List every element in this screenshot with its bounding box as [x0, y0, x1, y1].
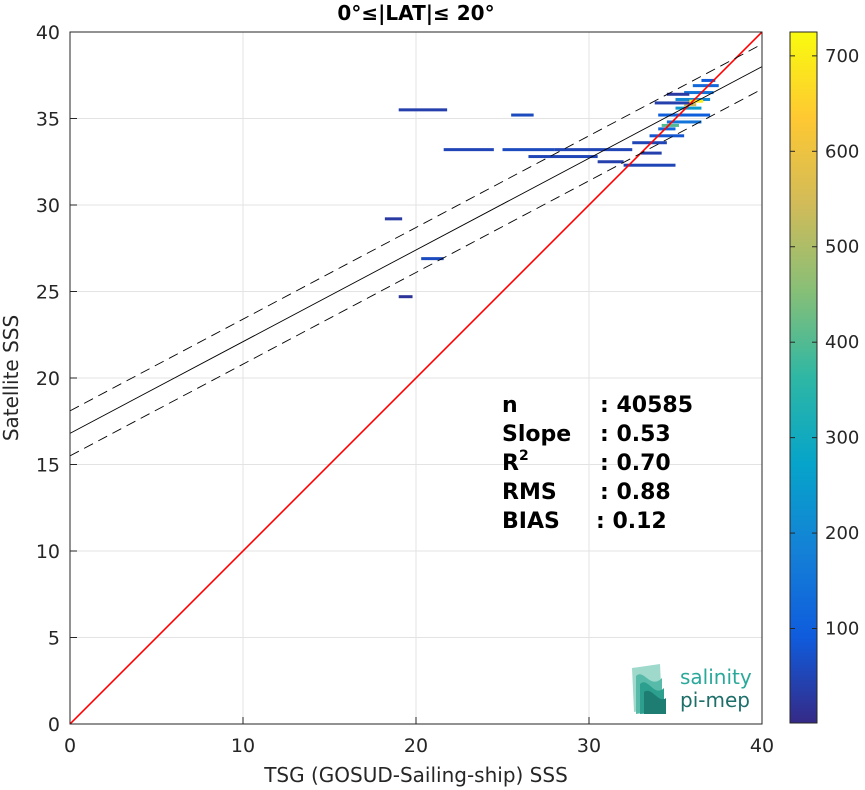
y-tick-label: 15: [36, 455, 60, 477]
y-tick-label: 5: [48, 628, 60, 650]
stat-label: Slope: [502, 422, 571, 447]
stat-label: R: [502, 451, 519, 476]
colorbar-tick-label: 700: [825, 46, 859, 67]
y-axis-ticks: 0 5 10 15 20 25 30 35 40: [36, 22, 77, 736]
line-regression-fit: [70, 66, 762, 434]
y-tick-label: 20: [36, 368, 60, 390]
y-tick-label: 35: [36, 109, 60, 131]
y-tick-label: 0: [48, 714, 60, 736]
logo-line-2: pi-mep: [680, 688, 750, 712]
x-tick-label: 0: [64, 735, 76, 757]
x-tick-label: 20: [404, 735, 428, 757]
colorbar-tick-label: 200: [825, 523, 859, 544]
density-cell: [692, 84, 719, 88]
density-cell: [554, 148, 633, 152]
stat-label: BIAS: [502, 509, 560, 534]
stat-superscript: 2: [519, 448, 529, 464]
x-tick-label: 40: [750, 735, 774, 757]
stat-value: : 0.12: [596, 509, 667, 534]
density-cell: [528, 155, 598, 159]
colorbar: [789, 31, 818, 724]
y-axis-label: Satellite SSS: [0, 315, 23, 441]
density-cell: [701, 78, 716, 82]
y-tick-label: 25: [36, 282, 60, 304]
density-cell: [658, 113, 711, 117]
density-cell: [398, 108, 448, 112]
density-cell: [502, 148, 555, 152]
stat-value: : 40585: [600, 393, 693, 418]
stat-value: : 0.70: [600, 451, 671, 476]
density-cell: [666, 120, 702, 124]
salinity-pi-mep-logo: salinity pi-mep: [632, 664, 752, 714]
line-lower-bound: [70, 88, 762, 457]
density-cell: [675, 106, 702, 110]
density-cell: [649, 134, 685, 138]
density-cell: [661, 123, 679, 127]
colorbar-tick-label: 600: [825, 141, 859, 162]
fit-lines: [70, 32, 762, 724]
chart-title: 0°≤|LAT|≤ 20°: [337, 1, 494, 25]
density-cell: [511, 113, 534, 117]
logo-line-1: salinity: [680, 665, 752, 689]
line-upper-bound: [70, 43, 762, 412]
x-axis-label: TSG (GOSUD-Sailing-ship) SSS: [263, 763, 568, 787]
stat-value: : 0.53: [600, 422, 671, 447]
y-tick-label: 10: [36, 541, 60, 563]
density-cell: [675, 97, 711, 101]
line-one-to-one: [70, 32, 762, 724]
colorbar-tick-label: 500: [825, 237, 859, 258]
y-tick-label: 40: [36, 22, 60, 44]
density-cell: [640, 151, 662, 155]
colorbar-tick-label: 100: [825, 619, 859, 640]
density-cell: [666, 92, 690, 96]
density-cell: [654, 101, 693, 105]
logo-wave-icon: [632, 664, 666, 714]
density-cell: [597, 160, 624, 164]
density-cell: [632, 141, 667, 145]
density-cell: [398, 295, 413, 299]
x-tick-label: 30: [577, 735, 601, 757]
density-cell: [443, 148, 494, 152]
colorbar-ticks: 100 200 300 400 500 600 700: [790, 46, 859, 640]
density-cell: [623, 163, 676, 167]
colorbar-tick-label: 300: [825, 428, 859, 449]
stats-box: n : 40585 Slope : 0.53 R 2 : 0.70 RMS : 0.88 BIAS…: [502, 393, 693, 534]
x-tick-label: 10: [231, 735, 255, 757]
density-cell: [421, 257, 444, 261]
x-axis-ticks: 0 10 20 30 40: [64, 717, 774, 757]
stat-label: RMS: [502, 480, 557, 505]
stat-value: : 0.88: [600, 480, 671, 505]
y-tick-label: 30: [36, 195, 60, 217]
stat-label: n: [502, 393, 518, 418]
density-cell: [384, 217, 403, 221]
density-cell: [684, 91, 714, 95]
density-cell: [658, 127, 676, 131]
colorbar-tick-label: 400: [825, 332, 859, 353]
